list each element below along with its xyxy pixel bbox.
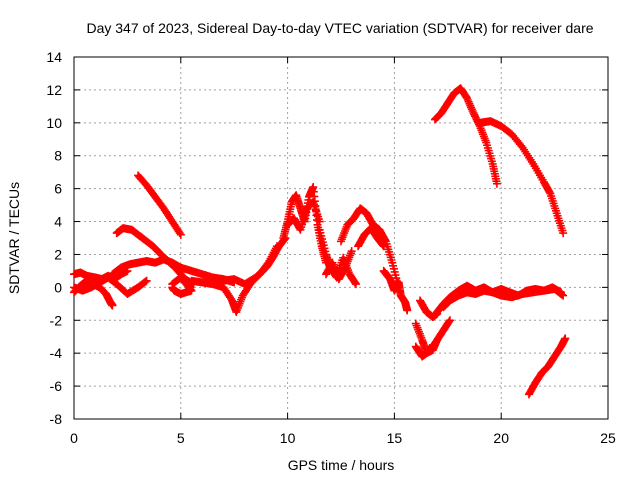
data-series-track-18 [411, 340, 437, 361]
x-tick-label: 0 [70, 430, 78, 446]
y-tick-label: 6 [54, 181, 62, 197]
y-tick-label: 0 [54, 279, 62, 295]
x-tick-label: 10 [280, 430, 296, 446]
data-point [317, 231, 326, 240]
data-point [445, 317, 454, 326]
data-point [428, 340, 437, 349]
data-point [557, 288, 566, 297]
data-point [390, 267, 399, 276]
data-point [379, 242, 388, 251]
data-point [433, 309, 442, 318]
data-point [347, 247, 356, 256]
data-series-track-6 [134, 171, 185, 239]
y-tick-label: 10 [46, 115, 62, 131]
y-tick-label: -8 [50, 411, 63, 427]
axis-ticks [73, 56, 609, 420]
y-tick-label: -6 [50, 378, 63, 394]
axis-tick-labels: 0 5 10 15 20 25 -8 -6 -4 -2 0 2 4 6 8 10 12 14 [46, 49, 616, 446]
data-series-track-13 [322, 247, 356, 284]
grid-lines [74, 57, 608, 419]
x-axis-label: GPS time / hours [288, 457, 395, 473]
data-point [108, 301, 117, 310]
y-tick-label: 4 [54, 214, 62, 230]
data-point [319, 241, 328, 250]
data-point [389, 261, 398, 270]
data-series-track-15 [354, 224, 388, 251]
y-axis-label: SDTVAR / TECUs [6, 182, 22, 294]
data-series-track-16 [379, 266, 412, 315]
data-point [320, 244, 329, 253]
x-tick-label: 15 [387, 430, 403, 446]
data-point [315, 225, 324, 234]
data-point [445, 316, 454, 325]
chart-title: Day 347 of 2023, Sidereal Day-to-day VTE… [86, 20, 593, 36]
y-tick-label: 14 [46, 49, 62, 65]
data-series-track-9 [208, 234, 290, 289]
data-point [351, 278, 360, 287]
data-series-track-20 [433, 281, 566, 317]
y-tick-label: 12 [46, 82, 62, 98]
x-tick-label: 25 [600, 430, 616, 446]
data-series-track-22 [430, 84, 501, 188]
data-series-track-21 [416, 296, 442, 321]
y-tick-label: 8 [54, 148, 62, 164]
y-tick-label: -2 [50, 312, 63, 328]
data-point [142, 276, 151, 285]
y-tick-label: -4 [50, 345, 63, 361]
data-series-track-7 [168, 273, 196, 298]
data-point [321, 247, 330, 256]
data-point [492, 179, 501, 188]
plot-frame [73, 56, 609, 420]
data-point [561, 334, 570, 343]
data-point [388, 258, 397, 267]
data-point [389, 264, 398, 273]
x-tick-label: 20 [493, 430, 509, 446]
data-point [315, 217, 324, 226]
data-point [351, 280, 360, 289]
data-point [318, 238, 327, 247]
data-point [403, 306, 412, 315]
data-point [316, 228, 325, 237]
x-tick-label: 5 [177, 430, 185, 446]
data-point [392, 274, 401, 283]
data-series-track-24 [524, 334, 570, 399]
data-series-track-23 [475, 117, 568, 238]
data-point [391, 271, 400, 280]
data-point [318, 235, 327, 244]
y-tick-label: 2 [54, 246, 62, 262]
data-series-track-3 [70, 273, 151, 298]
data-series-track-11 [283, 197, 324, 234]
data-point [168, 283, 177, 292]
data-point [176, 230, 185, 239]
data-points [70, 84, 570, 399]
data-point [141, 277, 150, 286]
data-point [559, 229, 568, 238]
data-point [378, 241, 387, 250]
